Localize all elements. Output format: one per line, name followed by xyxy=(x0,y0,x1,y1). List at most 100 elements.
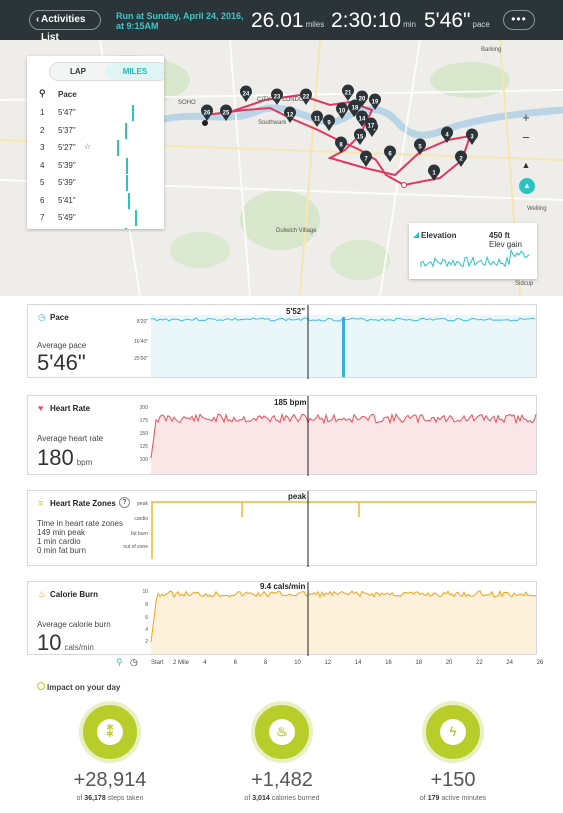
lap-row[interactable]: 3 5'27" ☆ xyxy=(27,139,164,156)
mile-marker-label: 4 xyxy=(445,133,449,139)
elevation-toggle-icon[interactable]: ▲ xyxy=(519,178,535,194)
chevron-left-icon: ‹ xyxy=(36,14,40,25)
lap-row[interactable]: 5 5'39" xyxy=(27,174,164,191)
lap-row[interactable]: 4 5'39" xyxy=(27,157,164,174)
mile-marker[interactable]: 12 xyxy=(284,106,297,123)
mile-marker[interactable]: 15 xyxy=(353,128,366,145)
lap-pace: 5'39" xyxy=(58,178,76,187)
map-label-barking: Barking xyxy=(481,47,502,53)
heart-rate-zones-chart[interactable] xyxy=(28,491,538,567)
lap-pace-bar xyxy=(116,140,119,156)
mile-marker[interactable]: 22 xyxy=(300,88,312,105)
x-axis-tick: 6 xyxy=(233,660,237,666)
mile-marker[interactable]: 21 xyxy=(341,84,354,101)
impact-title: Impact on your day xyxy=(47,683,121,692)
mile-marker[interactable]: 24 xyxy=(239,85,252,102)
heart-icon: ♥ xyxy=(38,403,44,413)
heart-rate-chart[interactable] xyxy=(28,396,538,476)
mile-marker-label: 5 xyxy=(418,145,422,151)
mile-marker[interactable]: 11 xyxy=(311,110,324,127)
active-value: +150 xyxy=(430,769,476,791)
pace-title: Pace xyxy=(50,313,69,322)
pace-avg-value: 5'46" xyxy=(37,350,86,375)
zones-line: 1 min cardio xyxy=(37,537,81,546)
location-pin-icon[interactable]: ⚲ xyxy=(116,657,123,667)
mile-marker[interactable]: 23 xyxy=(271,88,283,105)
mile-marker[interactable]: 5 xyxy=(414,138,427,155)
lap-miles-toggle[interactable]: LAP MILES xyxy=(49,62,164,81)
mile-marker-label: 11 xyxy=(314,117,321,123)
mile-marker[interactable]: 1 xyxy=(428,164,440,181)
steps-of: of xyxy=(76,795,83,802)
mile-marker[interactable]: 2 xyxy=(454,150,467,167)
toggle-miles[interactable]: MILES xyxy=(105,63,164,80)
run-title: Run at Sunday, April 24, 2016, at 9:15AM xyxy=(116,11,244,31)
mile-marker-label: 26 xyxy=(204,111,211,117)
lap-row[interactable]: 2 5'37" xyxy=(27,122,164,139)
lap-pace: 5'27" xyxy=(58,143,76,152)
cal-avg-value-wrap: 10 cals/min xyxy=(37,630,94,656)
lap-row[interactable]: 6 5'41" xyxy=(27,192,164,209)
mile-marker[interactable]: 18 xyxy=(349,99,361,116)
elevation-title: Elevation xyxy=(421,231,457,240)
mile-marker[interactable]: 25 xyxy=(220,104,232,121)
zones-help-icon[interactable]: ? xyxy=(119,497,130,508)
clock-axis-icon[interactable]: ◷ xyxy=(130,657,138,667)
mile-marker-label: 6 xyxy=(388,152,392,158)
lap-number: 4 xyxy=(40,160,45,170)
zones-ytick: peak xyxy=(137,501,148,507)
mile-marker-label: 8 xyxy=(339,143,343,149)
lap-pace-bar xyxy=(134,210,137,226)
calories-unit: calories burned xyxy=(271,795,320,802)
mile-marker[interactable]: 3 xyxy=(466,128,479,145)
calorie-burn-chart[interactable] xyxy=(28,582,538,656)
cal-ytick: 2 xyxy=(145,639,148,645)
cal-avg-label: Average calorie burn xyxy=(37,620,111,629)
mile-marker-label: 2 xyxy=(459,157,463,163)
lap-pace: 5'39" xyxy=(58,160,76,170)
map-label-dulwich: Dulwich Village xyxy=(276,228,317,234)
mile-marker[interactable]: 26 xyxy=(201,104,213,121)
pace-cursor-value: 5'52" xyxy=(286,307,306,316)
mile-marker[interactable]: 19 xyxy=(369,93,381,110)
mile-marker[interactable]: 8 xyxy=(335,136,348,153)
lap-row[interactable]: 1 5'47" xyxy=(27,104,164,121)
calories-total: 3,014 xyxy=(252,795,270,802)
lap-pace-panel: LAP MILES ⚲ Pace 1 5'47" 2 5'37" 3 5'27" ☆ 4 5'3… xyxy=(27,56,164,229)
zones-icon: ≡ xyxy=(38,498,44,508)
lap-pace-bar xyxy=(126,157,129,174)
mile-marker-label: 15 xyxy=(357,135,364,141)
pace-unit: pace xyxy=(472,20,490,29)
activities-list-button[interactable]: ‹ Activities List xyxy=(29,10,101,43)
mile-marker[interactable]: 6 xyxy=(384,145,397,162)
header-bar: ‹ Activities List Run at Sunday, April 2… xyxy=(0,0,563,43)
more-options-button[interactable]: ••• xyxy=(503,10,535,30)
pace-card: ◷ Pace Average pace 5'46" 8'20" 16'40" 2… xyxy=(27,304,538,379)
mile-marker[interactable]: 7 xyxy=(359,150,373,167)
pace-stat: 5'46" pace xyxy=(424,9,490,33)
distance-stat: 26.01 miles xyxy=(251,9,324,33)
heart-rate-card: ♥ Heart Rate Average heart rate 180 bpm 2… xyxy=(27,395,538,476)
distance-unit: miles xyxy=(305,20,325,29)
pace-chart[interactable] xyxy=(28,305,538,379)
steps-unit: steps taken xyxy=(107,795,144,802)
zones-ytick: cardio xyxy=(134,516,148,522)
calorie-burn-card: ♨ Calorie Burn Average calorie burn 10 ca… xyxy=(27,581,538,656)
lap-row[interactable]: 7 5'49" xyxy=(27,209,164,226)
mile-marker[interactable]: 10 xyxy=(336,102,348,119)
toggle-lap[interactable]: LAP xyxy=(70,67,86,76)
lap-pace-bar xyxy=(125,227,127,229)
zoom-out-button[interactable]: − xyxy=(522,130,530,145)
zoom-in-button[interactable]: + xyxy=(522,110,530,125)
flame-gauge-icon: ♨ xyxy=(269,719,295,745)
mile-marker[interactable]: 20 xyxy=(356,90,368,107)
mile-marker[interactable]: 4 xyxy=(441,126,453,143)
lap-row[interactable]: 85'38" xyxy=(27,227,164,229)
mile-marker-label: 18 xyxy=(352,106,359,112)
mile-marker[interactable]: 14 xyxy=(356,110,368,127)
mile-marker[interactable]: 9 xyxy=(323,114,336,131)
x-axis-tick: 16 xyxy=(385,660,392,666)
cal-ytick: 6 xyxy=(145,615,148,621)
terrain-icon[interactable]: ▲ xyxy=(521,160,531,170)
mile-marker[interactable]: 17 xyxy=(365,117,378,134)
